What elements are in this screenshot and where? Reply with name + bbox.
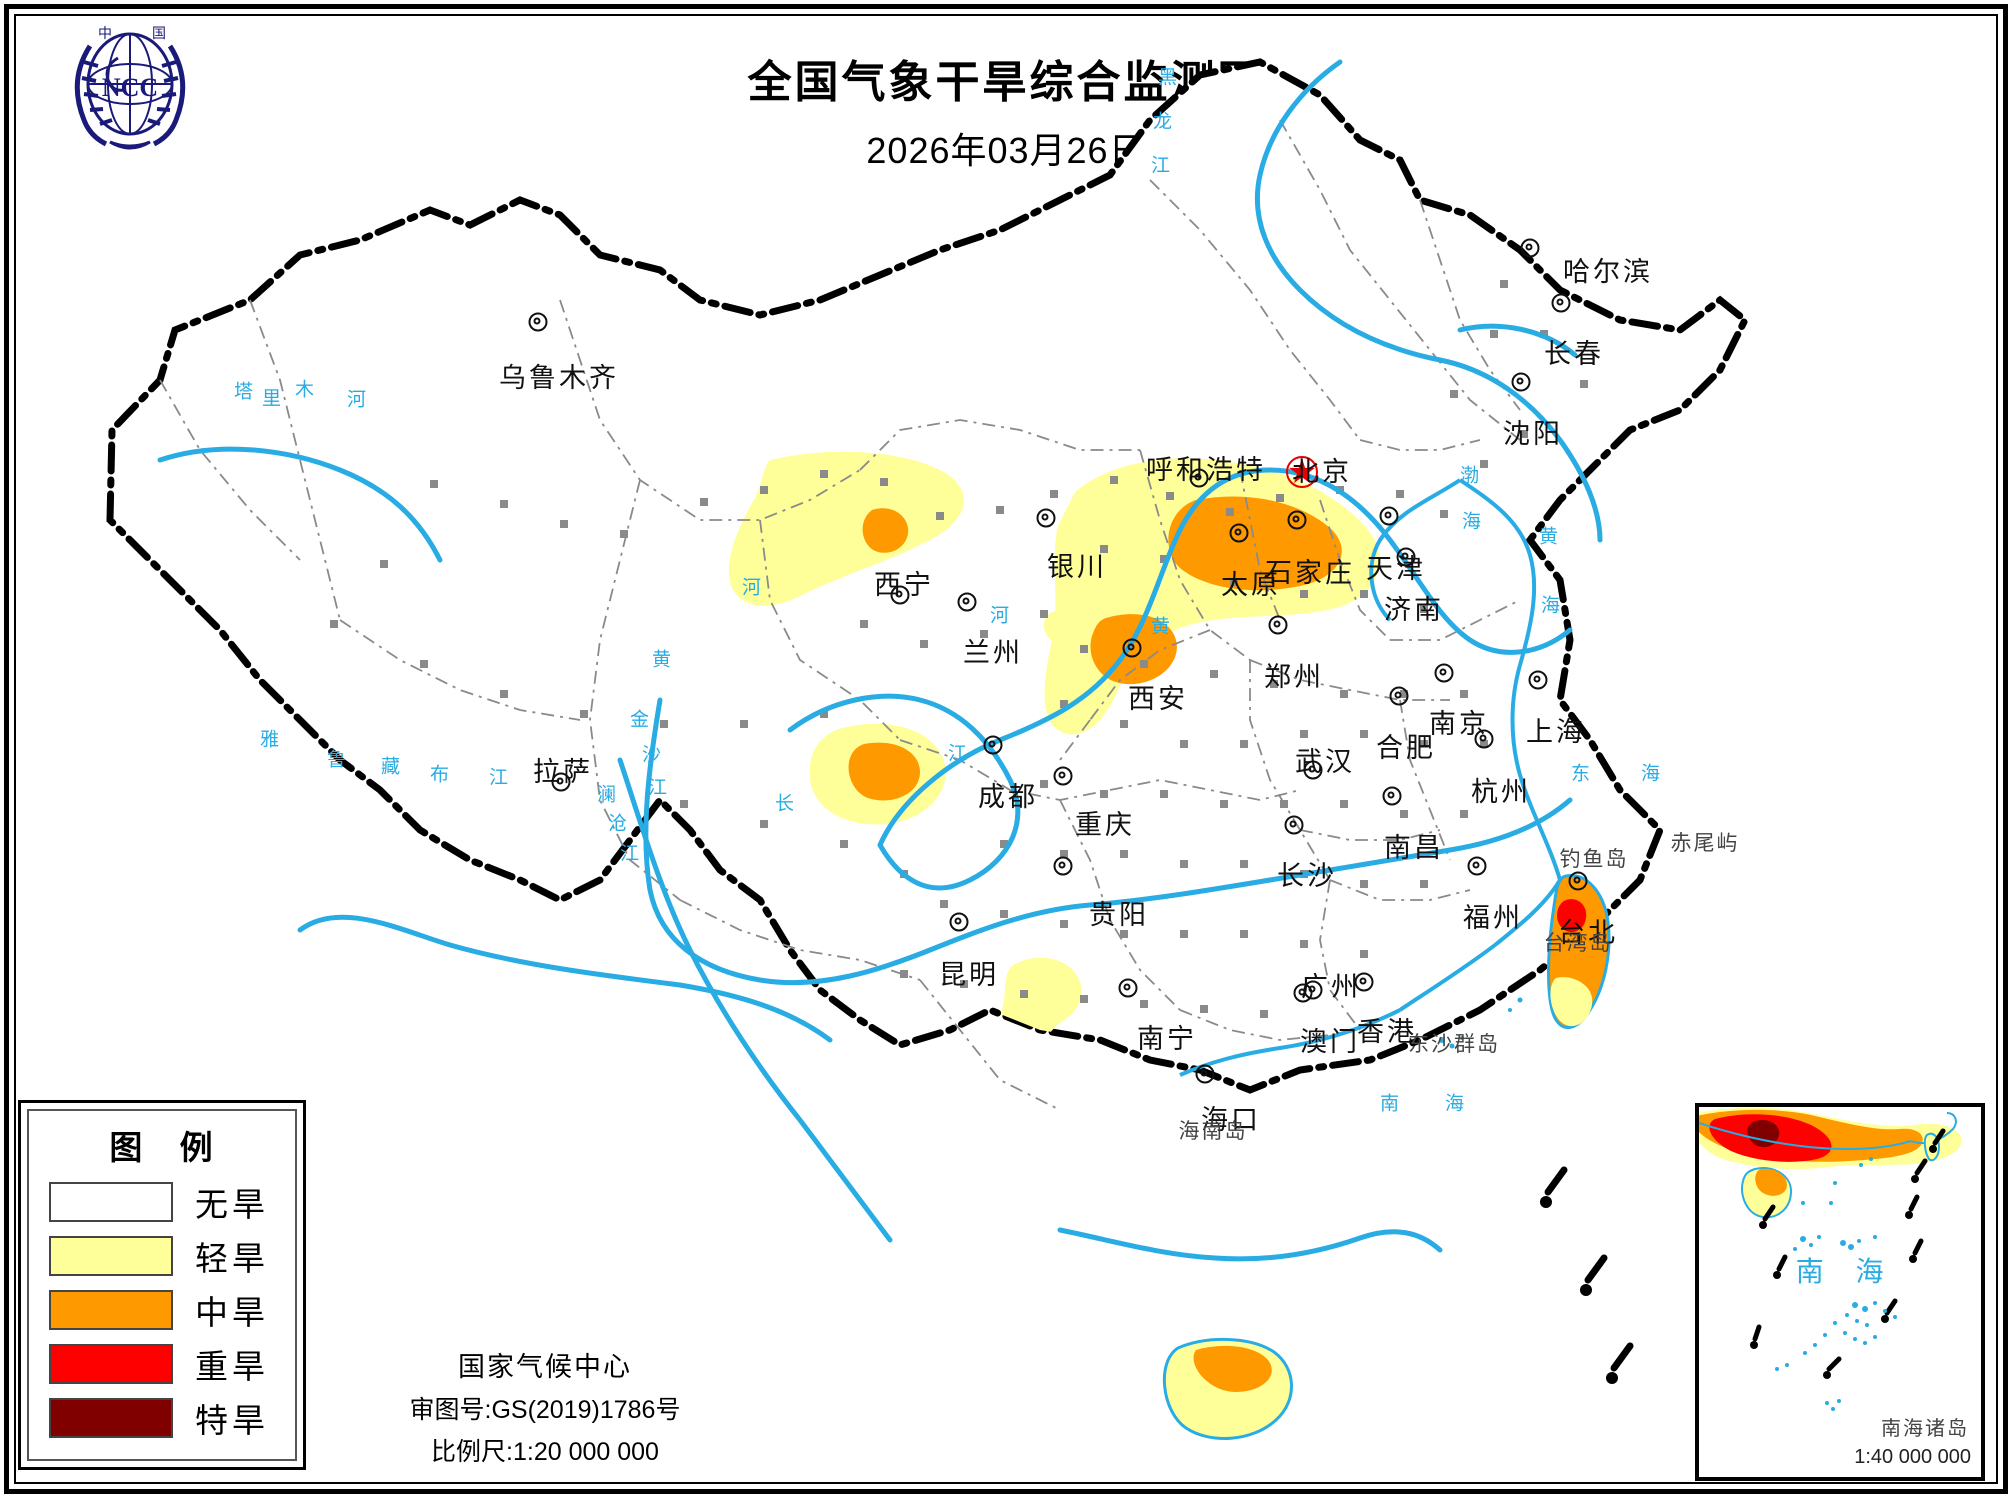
legend-title: 图 例 <box>109 1129 227 1166</box>
drought-area-qinghai <box>728 451 964 606</box>
svg-text:国: 国 <box>152 25 166 41</box>
province-boundaries <box>159 119 1521 1111</box>
city-marker-icon <box>1568 871 1588 891</box>
svg-text:NCC: NCC <box>102 73 158 102</box>
legend-label: 重旱 <box>195 1348 269 1385</box>
legend-swatch <box>49 1344 173 1384</box>
legend-rows: 无旱轻旱中旱重旱特旱 <box>39 1175 285 1445</box>
credits-scale: 比例尺:1:20 000 000 <box>431 1438 659 1466</box>
country-outline <box>106 58 1750 1094</box>
capital-ring-icon <box>1286 456 1318 488</box>
drought-area-west-sichuan <box>809 723 946 825</box>
map-outer-frame <box>4 4 2008 1494</box>
city-marker-icon <box>1053 856 1073 876</box>
drought-area-yunnan <box>828 1097 1022 1250</box>
city-marker-icon <box>890 585 910 605</box>
legend-swatch <box>49 1290 173 1330</box>
legend-panel: 图 例 无旱轻旱中旱重旱特旱 <box>18 1100 306 1470</box>
legend-row: 轻旱 <box>39 1229 285 1283</box>
legend-swatch <box>49 1398 173 1438</box>
legend-swatch <box>49 1236 173 1276</box>
city-marker-icon <box>1284 815 1304 835</box>
scs-islets-main <box>1439 997 1523 1049</box>
taiwan-island <box>1547 874 1611 1029</box>
city-marker-icon <box>1303 980 1323 1000</box>
hainan-island <box>1162 1337 1293 1440</box>
city-marker-icon <box>1379 506 1399 526</box>
legend-label: 轻旱 <box>195 1240 269 1277</box>
inset-sea-label: 南 海 <box>1795 1255 1896 1287</box>
south-china-sea-inset: 南 海 南海诸岛 1:40 000 000 <box>1695 1103 1985 1481</box>
city-marker-icon <box>1511 372 1531 392</box>
city-marker-icon <box>1467 856 1487 876</box>
drought-area-fujian <box>1424 1087 1537 1090</box>
city-marker-icon <box>528 312 548 332</box>
city-marker-icon <box>1303 760 1323 780</box>
credits-organization: 国家气候中心 <box>458 1352 632 1382</box>
city-marker-icon <box>1268 615 1288 635</box>
ncc-logo: NCC 中 国 <box>40 18 220 153</box>
legend-swatch <box>49 1182 173 1222</box>
legend-row: 中旱 <box>39 1283 285 1337</box>
city-marker-icon <box>1036 508 1056 528</box>
legend-row: 重旱 <box>39 1337 285 1391</box>
inset-scale: 1:40 000 000 <box>1854 1446 1971 1468</box>
city-marker-icon <box>1474 729 1494 749</box>
city-marker-icon <box>983 735 1003 755</box>
coastline <box>1179 478 1562 1077</box>
drought-area-chengdu <box>999 957 1082 1070</box>
map-inner-frame <box>14 14 1998 1484</box>
city-marker-icon <box>1354 972 1374 992</box>
capital-star-icon: ★ <box>1286 453 1318 491</box>
credits-approval-number: 审图号:GS(2019)1786号 <box>409 1396 681 1424</box>
legend-label: 无旱 <box>195 1186 269 1223</box>
city-marker-icon <box>1118 978 1138 998</box>
legend-label: 中旱 <box>195 1294 269 1331</box>
city-marker-icon <box>957 592 977 612</box>
city-marker-icon <box>551 772 571 792</box>
city-marker-icon <box>1053 766 1073 786</box>
legend-row: 特旱 <box>39 1391 285 1445</box>
city-marker-icon <box>949 912 969 932</box>
city-marker-icon <box>1382 786 1402 806</box>
credits-block: 国家气候中心 审图号:GS(2019)1786号 比例尺:1:20 000 00… <box>330 1345 760 1468</box>
city-marker-icon <box>1122 638 1142 658</box>
nine-dash-line-main <box>1540 1166 1634 1384</box>
inset-caption: 南海诸岛 <box>1881 1418 1969 1440</box>
city-dots <box>330 280 1588 1018</box>
city-marker-icon <box>1396 547 1416 567</box>
city-marker-icon <box>1189 468 1209 488</box>
city-marker-icon <box>1229 523 1249 543</box>
drought-area-guangdong-east <box>1381 1120 1542 1245</box>
city-marker-icon <box>1520 238 1540 258</box>
city-marker-icon <box>1528 670 1548 690</box>
city-marker-icon <box>1389 686 1409 706</box>
city-marker-icon <box>1434 663 1454 683</box>
page-date: 2026年03月26日 <box>866 130 1146 171</box>
legend-label: 特旱 <box>195 1402 269 1439</box>
inset-map <box>1699 1107 1962 1411</box>
city-marker-icon <box>1287 510 1307 530</box>
city-marker-icon <box>1551 293 1571 313</box>
city-marker-icon <box>1195 1064 1215 1084</box>
legend-row: 无旱 <box>39 1175 285 1229</box>
svg-text:中: 中 <box>98 25 112 41</box>
rivers <box>157 59 1603 1262</box>
drought-area-gansu-small <box>1043 609 1086 645</box>
